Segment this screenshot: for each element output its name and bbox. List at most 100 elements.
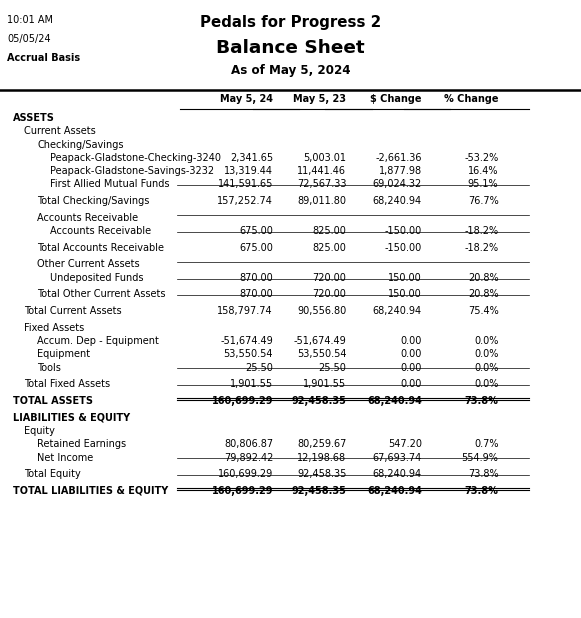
Text: 69,024.32: 69,024.32 [372,179,422,190]
Text: 75.4%: 75.4% [468,306,498,316]
Text: 25.50: 25.50 [245,363,273,373]
Text: 157,252.74: 157,252.74 [217,196,273,206]
Text: 95.1%: 95.1% [468,179,498,190]
Text: -53.2%: -53.2% [464,153,498,163]
Text: 160,699.29: 160,699.29 [211,486,273,496]
Text: As of May 5, 2024: As of May 5, 2024 [231,64,350,77]
Text: 20.8%: 20.8% [468,289,498,300]
Text: 68,240.94: 68,240.94 [367,486,422,496]
Text: 79,892.42: 79,892.42 [224,452,273,463]
Text: 825.00: 825.00 [313,243,346,253]
Text: 825.00: 825.00 [313,226,346,236]
Text: ASSETS: ASSETS [13,113,55,123]
Text: Undeposited Funds: Undeposited Funds [50,273,144,283]
Text: 870.00: 870.00 [239,273,273,283]
Text: 160,699.29: 160,699.29 [218,469,273,480]
Text: -150.00: -150.00 [385,226,422,236]
Text: $ Change: $ Change [370,95,422,104]
Text: 90,556.80: 90,556.80 [297,306,346,316]
Text: 675.00: 675.00 [239,243,273,253]
Text: 0.00: 0.00 [400,349,422,360]
Text: Other Current Assets: Other Current Assets [37,260,140,269]
Text: 2,341.65: 2,341.65 [230,153,273,163]
Text: 73.8%: 73.8% [465,486,498,496]
Text: First Allied Mutual Funds: First Allied Mutual Funds [50,179,170,190]
Text: 80,259.67: 80,259.67 [297,439,346,449]
Text: Total Current Assets: Total Current Assets [24,306,122,316]
Text: 0.0%: 0.0% [474,379,498,389]
Text: 92,458.35: 92,458.35 [292,486,346,496]
Text: 141,591.65: 141,591.65 [218,179,273,190]
Text: Equity: Equity [24,426,55,436]
Text: TOTAL LIABILITIES & EQUITY: TOTAL LIABILITIES & EQUITY [13,486,168,496]
Text: Peapack-Gladstone-Checking-3240: Peapack-Gladstone-Checking-3240 [50,153,221,163]
Text: 76.7%: 76.7% [468,196,498,206]
Text: 80,806.87: 80,806.87 [224,439,273,449]
Text: Accounts Receivable: Accounts Receivable [50,226,151,236]
Text: 0.0%: 0.0% [474,336,498,346]
Text: -51,674.49: -51,674.49 [220,336,273,346]
Text: 72,567.33: 72,567.33 [297,179,346,190]
Text: Total Other Current Assets: Total Other Current Assets [37,289,166,300]
Text: 158,797.74: 158,797.74 [217,306,273,316]
Text: 89,011.80: 89,011.80 [297,196,346,206]
Text: -2,661.36: -2,661.36 [375,153,422,163]
Text: 1,901.55: 1,901.55 [230,379,273,389]
Text: Accounts Receivable: Accounts Receivable [37,213,138,223]
Text: 0.0%: 0.0% [474,349,498,360]
Text: Checking/Savings: Checking/Savings [37,140,124,150]
Text: 0.0%: 0.0% [474,363,498,373]
Text: 675.00: 675.00 [239,226,273,236]
Text: 0.00: 0.00 [400,379,422,389]
Text: 1,901.55: 1,901.55 [303,379,346,389]
Text: Total Equity: Total Equity [24,469,81,480]
Text: 720.00: 720.00 [313,273,346,283]
Text: 0.00: 0.00 [400,336,422,346]
Text: 1,877.98: 1,877.98 [379,166,422,176]
Text: 68,240.94: 68,240.94 [372,306,422,316]
Text: 25.50: 25.50 [318,363,346,373]
Text: -150.00: -150.00 [385,243,422,253]
Text: 73.8%: 73.8% [465,396,498,406]
Text: -51,674.49: -51,674.49 [293,336,346,346]
Text: 12,198.68: 12,198.68 [297,452,346,463]
Text: 150.00: 150.00 [388,273,422,283]
Text: LIABILITIES & EQUITY: LIABILITIES & EQUITY [13,413,130,423]
Text: Balance Sheet: Balance Sheet [216,39,365,57]
Text: 160,699.29: 160,699.29 [211,396,273,406]
Text: 0.7%: 0.7% [474,439,498,449]
Text: Accum. Dep - Equipment: Accum. Dep - Equipment [37,336,159,346]
Text: -18.2%: -18.2% [464,243,498,253]
Text: 0.00: 0.00 [400,363,422,373]
Text: 720.00: 720.00 [313,289,346,300]
Text: 16.4%: 16.4% [468,166,498,176]
Text: Tools: Tools [37,363,61,373]
Text: Equipment: Equipment [37,349,90,360]
Text: -18.2%: -18.2% [464,226,498,236]
Text: 92,458.35: 92,458.35 [297,469,346,480]
Text: 73.8%: 73.8% [468,469,498,480]
Text: Retained Earnings: Retained Earnings [37,439,126,449]
Text: May 5, 23: May 5, 23 [293,95,346,104]
Text: 13,319.44: 13,319.44 [224,166,273,176]
Text: 53,550.54: 53,550.54 [224,349,273,360]
Text: 68,240.94: 68,240.94 [372,469,422,480]
Text: 68,240.94: 68,240.94 [367,396,422,406]
Text: 92,458.35: 92,458.35 [292,396,346,406]
Text: May 5, 24: May 5, 24 [220,95,273,104]
Text: 554.9%: 554.9% [462,452,498,463]
Text: 53,550.54: 53,550.54 [297,349,346,360]
Text: Net Income: Net Income [37,452,94,463]
Text: 150.00: 150.00 [388,289,422,300]
Text: % Change: % Change [444,95,498,104]
Text: 870.00: 870.00 [239,289,273,300]
Text: 547.20: 547.20 [388,439,422,449]
Text: 05/05/24: 05/05/24 [7,34,51,44]
Text: Fixed Assets: Fixed Assets [24,323,85,333]
Text: Total Accounts Receivable: Total Accounts Receivable [37,243,164,253]
Text: Peapack-Gladstone-Savings-3232: Peapack-Gladstone-Savings-3232 [50,166,214,176]
Text: 11,441.46: 11,441.46 [297,166,346,176]
Text: 5,003.01: 5,003.01 [303,153,346,163]
Text: Total Fixed Assets: Total Fixed Assets [24,379,110,389]
Text: Accrual Basis: Accrual Basis [7,53,80,62]
